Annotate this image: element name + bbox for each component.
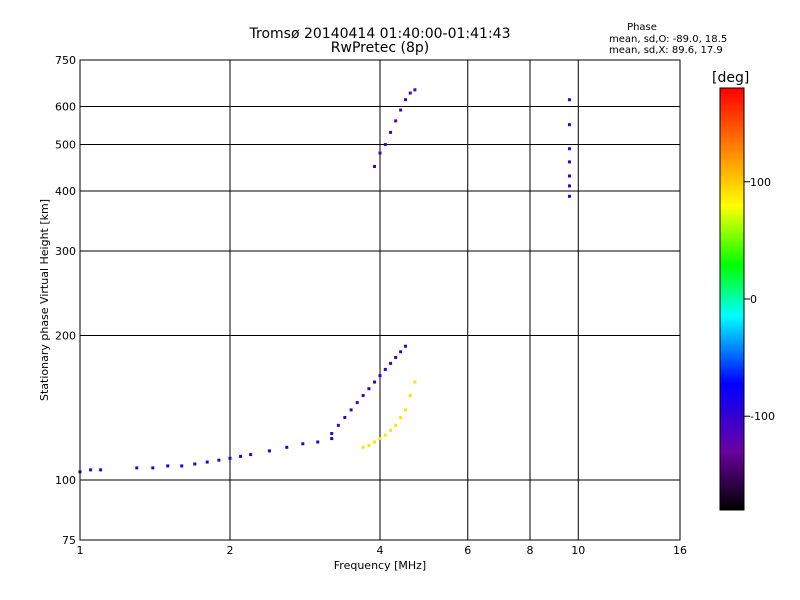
data-point	[399, 415, 403, 419]
data-point	[399, 108, 403, 112]
data-point	[383, 367, 387, 371]
x-tick-label: 16	[673, 544, 687, 557]
data-point	[228, 456, 232, 460]
y-tick-label: 500	[55, 139, 76, 152]
data-point	[367, 387, 371, 391]
data-point	[389, 361, 393, 365]
data-point	[267, 449, 271, 453]
chart-title: Tromsø 20140414 01:40:00-01:41:43	[249, 26, 511, 42]
data-point	[89, 468, 93, 472]
data-point	[367, 444, 371, 448]
data-point	[567, 147, 571, 151]
x-tick-label: 1	[77, 544, 84, 557]
data-point	[330, 437, 334, 441]
grid-lines	[80, 60, 680, 540]
colorbar-ticks: 100 0 -100	[744, 176, 775, 423]
data-point	[403, 98, 407, 102]
phase-stats-x: mean, sd,X: 89.6, 17.9	[609, 45, 723, 56]
data-point	[403, 408, 407, 412]
data-point	[567, 123, 571, 127]
x-tick-labels: 1 2 4 6 8 10 16	[77, 544, 688, 557]
data-point	[330, 432, 334, 436]
colorbar-tick-label: 100	[750, 176, 771, 189]
data-point	[567, 184, 571, 188]
data-point	[249, 453, 253, 457]
data-point	[180, 464, 184, 468]
data-point	[408, 394, 412, 398]
data-point	[373, 440, 377, 444]
data-point	[567, 160, 571, 164]
data-point	[408, 91, 412, 95]
data-point	[205, 460, 209, 464]
y-axis-label: Stationary phase Virtual Height [km]	[38, 199, 51, 401]
data-point	[403, 344, 407, 348]
data-point	[166, 464, 170, 468]
data-point	[389, 130, 393, 134]
y-tick-label: 200	[55, 330, 76, 343]
y-tick-label: 75	[62, 534, 76, 547]
chart-subtitle: RwPretec (8p)	[330, 40, 430, 56]
data-point	[349, 408, 353, 412]
data-point	[343, 415, 347, 419]
colorbar-title: [deg]	[712, 70, 750, 86]
x-axis-label: Frequency [MHz]	[334, 559, 426, 572]
data-point	[399, 350, 403, 354]
data-point	[193, 462, 197, 466]
x-tick-label: 6	[464, 544, 471, 557]
x-tick-label: 10	[571, 544, 585, 557]
data-point	[336, 423, 340, 427]
data-point	[361, 394, 365, 398]
data-points	[78, 88, 571, 474]
data-point	[361, 445, 365, 449]
x-tick-label: 8	[527, 544, 534, 557]
y-tick-label: 100	[55, 474, 76, 487]
data-point	[355, 401, 359, 405]
data-point	[135, 466, 139, 470]
data-point	[394, 119, 398, 123]
y-tick-labels: 75 100 200 300 400 500 600 750	[55, 54, 76, 547]
data-point	[567, 98, 571, 102]
colorbar	[719, 87, 745, 511]
colorbar-tick-label: 0	[750, 293, 757, 306]
data-point	[151, 466, 155, 470]
data-point	[383, 143, 387, 147]
data-point	[285, 445, 289, 449]
data-point	[316, 440, 320, 444]
phase-stats-o: mean, sd,O: -89.0, 18.5	[609, 34, 728, 45]
x-tick-label: 4	[377, 544, 384, 557]
data-point	[99, 468, 103, 472]
data-point	[217, 458, 221, 462]
data-point	[389, 428, 393, 432]
plot-frame	[79, 59, 681, 541]
data-point	[378, 151, 382, 155]
y-tick-label: 300	[55, 245, 76, 258]
data-point	[378, 437, 382, 441]
data-point	[378, 374, 382, 378]
data-point	[373, 380, 377, 384]
data-point	[394, 355, 398, 359]
data-point	[567, 194, 571, 198]
data-point	[413, 380, 417, 384]
data-point	[383, 433, 387, 437]
y-tick-label: 750	[55, 54, 76, 67]
y-tick-label: 600	[55, 101, 76, 114]
data-point	[413, 88, 417, 92]
data-point	[373, 164, 377, 168]
x-tick-label: 2	[227, 544, 234, 557]
data-point	[567, 174, 571, 178]
phase-stats-title: Phase	[627, 22, 657, 33]
colorbar-tick-label: -100	[750, 410, 775, 423]
data-point	[301, 442, 305, 446]
data-point	[239, 454, 243, 458]
y-tick-label: 400	[55, 185, 76, 198]
data-point	[394, 423, 398, 427]
